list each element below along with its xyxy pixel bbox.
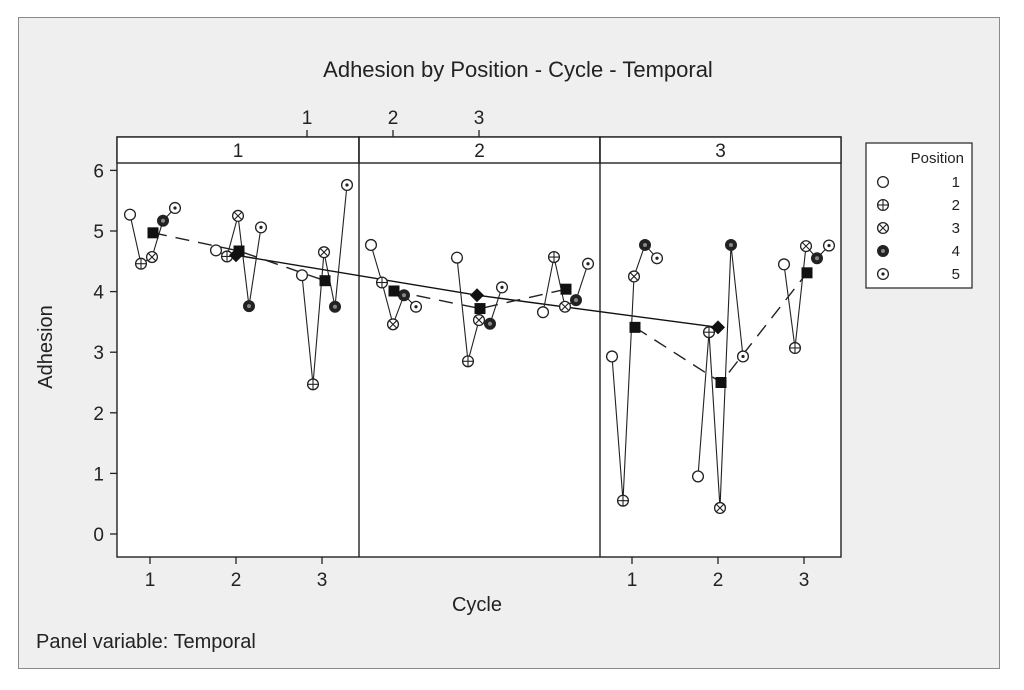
data-point-position-4 — [810, 252, 823, 265]
cycle-mean-marker — [715, 377, 727, 388]
data-point-position-3 — [231, 209, 245, 222]
y-tick-label: 1 — [93, 464, 104, 485]
data-point-position-5 — [168, 201, 182, 215]
y-tick-label: 2 — [93, 404, 104, 425]
data-point-position-3 — [713, 501, 727, 514]
x-tick-label: 2 — [231, 570, 242, 591]
data-point-position-2 — [788, 341, 802, 355]
data-point-position-1 — [295, 269, 309, 282]
panel-strip — [116, 136, 360, 164]
data-point-position-5 — [254, 221, 268, 234]
data-point-position-3 — [472, 314, 486, 327]
data-point-position-2 — [306, 378, 320, 391]
data-point-position-1 — [123, 208, 137, 221]
data-point-position-5 — [409, 300, 423, 313]
panel-strip — [599, 136, 842, 164]
temporal-mean-marker — [229, 248, 243, 263]
cycle-mean-line — [393, 288, 567, 310]
data-point-position-4 — [398, 289, 411, 302]
data-point-position-2 — [547, 251, 561, 264]
legend-marker-2 — [876, 198, 890, 212]
data-point-position-2 — [461, 355, 475, 368]
panel-label: 3 — [715, 141, 726, 162]
legend-entry: 4 — [952, 243, 960, 260]
legend-entry: 2 — [952, 197, 960, 214]
data-point-position-1 — [777, 258, 791, 271]
data-point-position-3 — [799, 240, 813, 253]
legend-marker-4 — [876, 245, 889, 258]
data-point-position-2 — [134, 257, 148, 270]
y-tick-label: 4 — [93, 283, 104, 304]
legend-marker-5 — [876, 267, 890, 281]
x-tick-label: 2 — [713, 570, 724, 591]
data-point-position-3 — [386, 318, 400, 331]
data-point-position-5 — [340, 178, 354, 191]
panel-label: 1 — [233, 141, 244, 162]
data-point-position-1 — [364, 238, 378, 251]
data-point-position-4 — [569, 294, 582, 307]
data-point-position-5 — [650, 252, 664, 265]
legend-marker-1 — [876, 175, 890, 189]
cycle-mean-marker — [629, 321, 641, 333]
cycle-mean-marker — [319, 275, 331, 287]
y-tick-label: 3 — [93, 343, 104, 364]
y-tick-label: 6 — [93, 161, 104, 182]
legend-title: Position — [911, 150, 964, 167]
legend-entry: 3 — [952, 220, 960, 237]
cycle-mean-marker — [147, 227, 159, 239]
x-tick-label-top: 2 — [388, 108, 399, 129]
y-tick-label: 5 — [93, 222, 104, 243]
chart-title: Adhesion by Position - Cycle - Temporal — [323, 57, 713, 82]
data-point-position-5 — [822, 239, 836, 252]
data-point-position-3 — [317, 246, 331, 259]
data-point-position-3 — [558, 300, 572, 313]
data-point-position-1 — [605, 350, 619, 363]
y-tick-label: 0 — [93, 525, 104, 546]
data-point-position-4 — [484, 317, 497, 330]
data-point-position-5 — [736, 350, 750, 363]
data-point-position-1 — [691, 470, 705, 483]
plot-area — [116, 136, 842, 558]
cycle-mean-line — [152, 232, 326, 282]
legend-marker-3 — [876, 221, 890, 235]
legend-entry: 5 — [952, 266, 960, 283]
cycle-mean-marker — [801, 267, 813, 279]
data-point-position-2 — [616, 494, 630, 507]
x-tick-label: 1 — [145, 570, 156, 591]
cycle-mean-marker — [474, 303, 486, 315]
cycle-mean-marker — [560, 283, 572, 295]
temporal-mean-marker — [711, 320, 725, 335]
data-point-position-2 — [375, 276, 389, 289]
data-point-position-5 — [495, 281, 509, 294]
data-point-position-2 — [220, 250, 234, 263]
y-axis-label: Adhesion — [35, 305, 57, 388]
panel-label: 2 — [474, 141, 485, 162]
data-point-position-1 — [450, 251, 464, 264]
x-tick-label-top: 3 — [474, 108, 485, 129]
x-tick-label-top: 1 — [302, 108, 313, 129]
data-point-position-5 — [581, 257, 595, 270]
data-point-position-4 — [638, 238, 651, 251]
cycle-mean-marker — [388, 285, 400, 297]
data-point-position-1 — [536, 306, 550, 319]
x-tick-label: 3 — [317, 570, 328, 591]
cycle-mean-marker — [233, 245, 245, 257]
data-point-position-4 — [724, 238, 737, 251]
data-point-position-3 — [627, 270, 641, 283]
x-tick-label: 1 — [627, 570, 638, 591]
x-tick-label: 3 — [799, 570, 810, 591]
x-axis-label: Cycle — [452, 594, 502, 616]
data-point-position-1 — [209, 244, 223, 257]
legend-entry: 1 — [952, 174, 960, 191]
data-point-position-3 — [145, 251, 159, 264]
data-point-position-4 — [157, 214, 170, 227]
data-point-position-2 — [702, 326, 716, 339]
data-point-position-4 — [329, 300, 342, 313]
temporal-mean-marker — [470, 288, 484, 303]
data-point-position-4 — [243, 300, 256, 313]
panel-variable-note: Panel variable: Temporal — [36, 631, 256, 653]
legend-box — [865, 142, 973, 289]
